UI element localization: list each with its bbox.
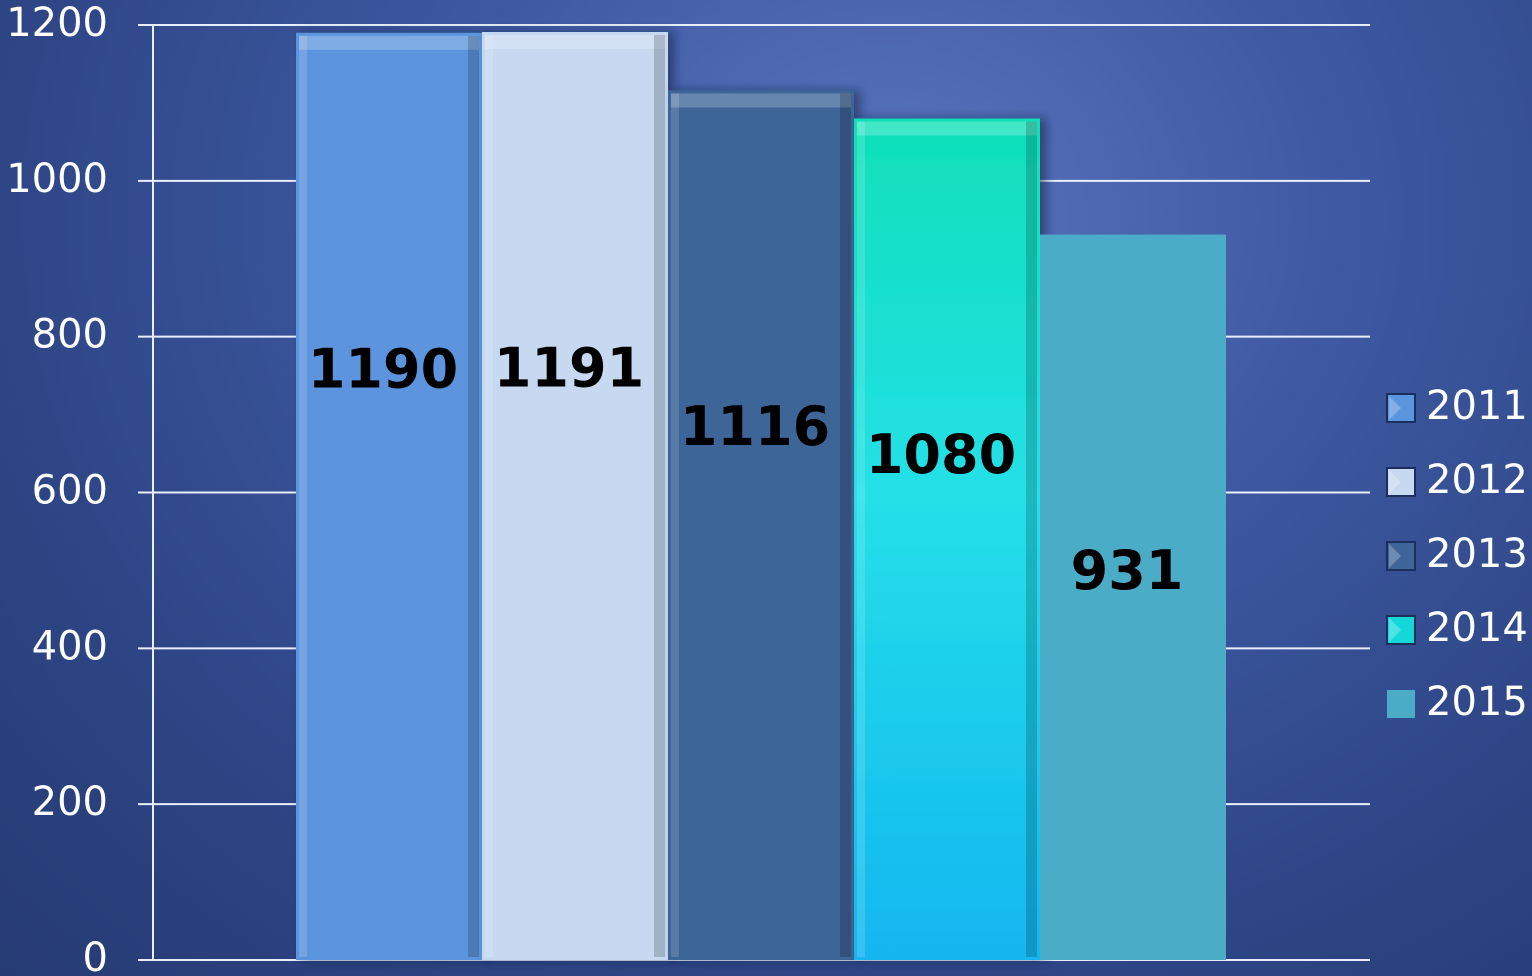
bar-2012 [482,32,668,960]
bar-2015 [1040,234,1226,961]
legend-swatch-bevel [1389,544,1401,568]
y-axis: 0 200 400 600 800 1000 1200 [6,0,154,976]
bar-bevel-right [1026,121,1037,957]
legend-swatch-2011 [1386,393,1416,423]
legend-swatch-bevel [1389,618,1401,642]
bar-bevel-left [857,121,865,957]
legend-swatch-2015 [1387,690,1415,718]
bar-bevel-left [671,93,679,957]
legend-swatch-2013 [1386,541,1416,571]
data-label-2013: 1116 [680,395,830,458]
legend-swatch-2014 [1386,615,1416,645]
bar-bevel-top [299,35,479,50]
data-label-2014: 1080 [866,423,1016,486]
bar-bevel-right [468,35,479,957]
y-tick-label: 200 [32,779,108,825]
bar-bevel-left [299,35,307,957]
data-label-2015: 931 [1071,539,1184,602]
legend-label-2012: 2012 [1426,457,1528,503]
y-tick-label: 800 [32,312,108,358]
legend: 2011 2012 2013 2014 2015 [1386,383,1528,725]
bars [296,32,1226,961]
legend-label-2011: 2011 [1426,383,1528,429]
data-label-2011: 1190 [308,337,458,400]
bar-2011 [296,32,482,960]
bar-2014 [854,118,1040,960]
y-tick-label: 0 [83,935,108,976]
bar-bevel-top [857,121,1037,136]
legend-label-2015: 2015 [1426,679,1528,725]
legend-label-2013: 2013 [1426,531,1528,577]
data-labels: 1190 1191 1116 1080 931 [308,337,1184,603]
legend-swatch-bevel [1389,470,1401,494]
y-tick-label: 400 [32,623,108,669]
legend-swatch-2012 [1386,467,1416,497]
bar-bevel-top [671,93,851,108]
bar-bevel-right [840,93,851,957]
y-tick-label: 1000 [6,156,108,202]
bar-bevel-right [654,35,665,957]
legend-label-2014: 2014 [1426,605,1528,651]
bar-bevel-top [485,35,665,50]
bar-2013 [668,90,854,960]
data-label-2012: 1191 [494,337,644,400]
y-tick-label: 1200 [6,0,108,46]
bar-bevel-left [485,35,493,957]
legend-swatch-bevel [1389,396,1401,420]
y-tick-label: 600 [32,468,108,514]
